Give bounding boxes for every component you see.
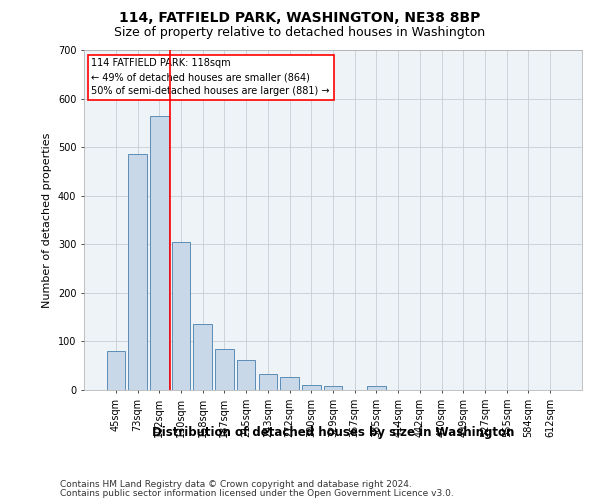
Bar [107,351,125,390]
Bar [259,374,277,390]
Bar [237,360,256,390]
Bar [193,324,212,390]
Bar [367,386,386,390]
Bar [302,385,320,390]
Bar [280,377,299,390]
Text: 114 FATFIELD PARK: 118sqm
← 49% of detached houses are smaller (864)
50% of semi: 114 FATFIELD PARK: 118sqm ← 49% of detac… [91,58,330,96]
Text: Distribution of detached houses by size in Washington: Distribution of detached houses by size … [152,426,514,439]
Text: Contains HM Land Registry data © Crown copyright and database right 2024.: Contains HM Land Registry data © Crown c… [60,480,412,489]
Y-axis label: Number of detached properties: Number of detached properties [43,132,52,308]
Text: Size of property relative to detached houses in Washington: Size of property relative to detached ho… [115,26,485,39]
Bar [324,386,342,390]
Text: 114, FATFIELD PARK, WASHINGTON, NE38 8BP: 114, FATFIELD PARK, WASHINGTON, NE38 8BP [119,12,481,26]
Bar [172,242,190,390]
Bar [150,116,169,390]
Bar [128,154,147,390]
Text: Contains public sector information licensed under the Open Government Licence v3: Contains public sector information licen… [60,488,454,498]
Bar [215,348,233,390]
